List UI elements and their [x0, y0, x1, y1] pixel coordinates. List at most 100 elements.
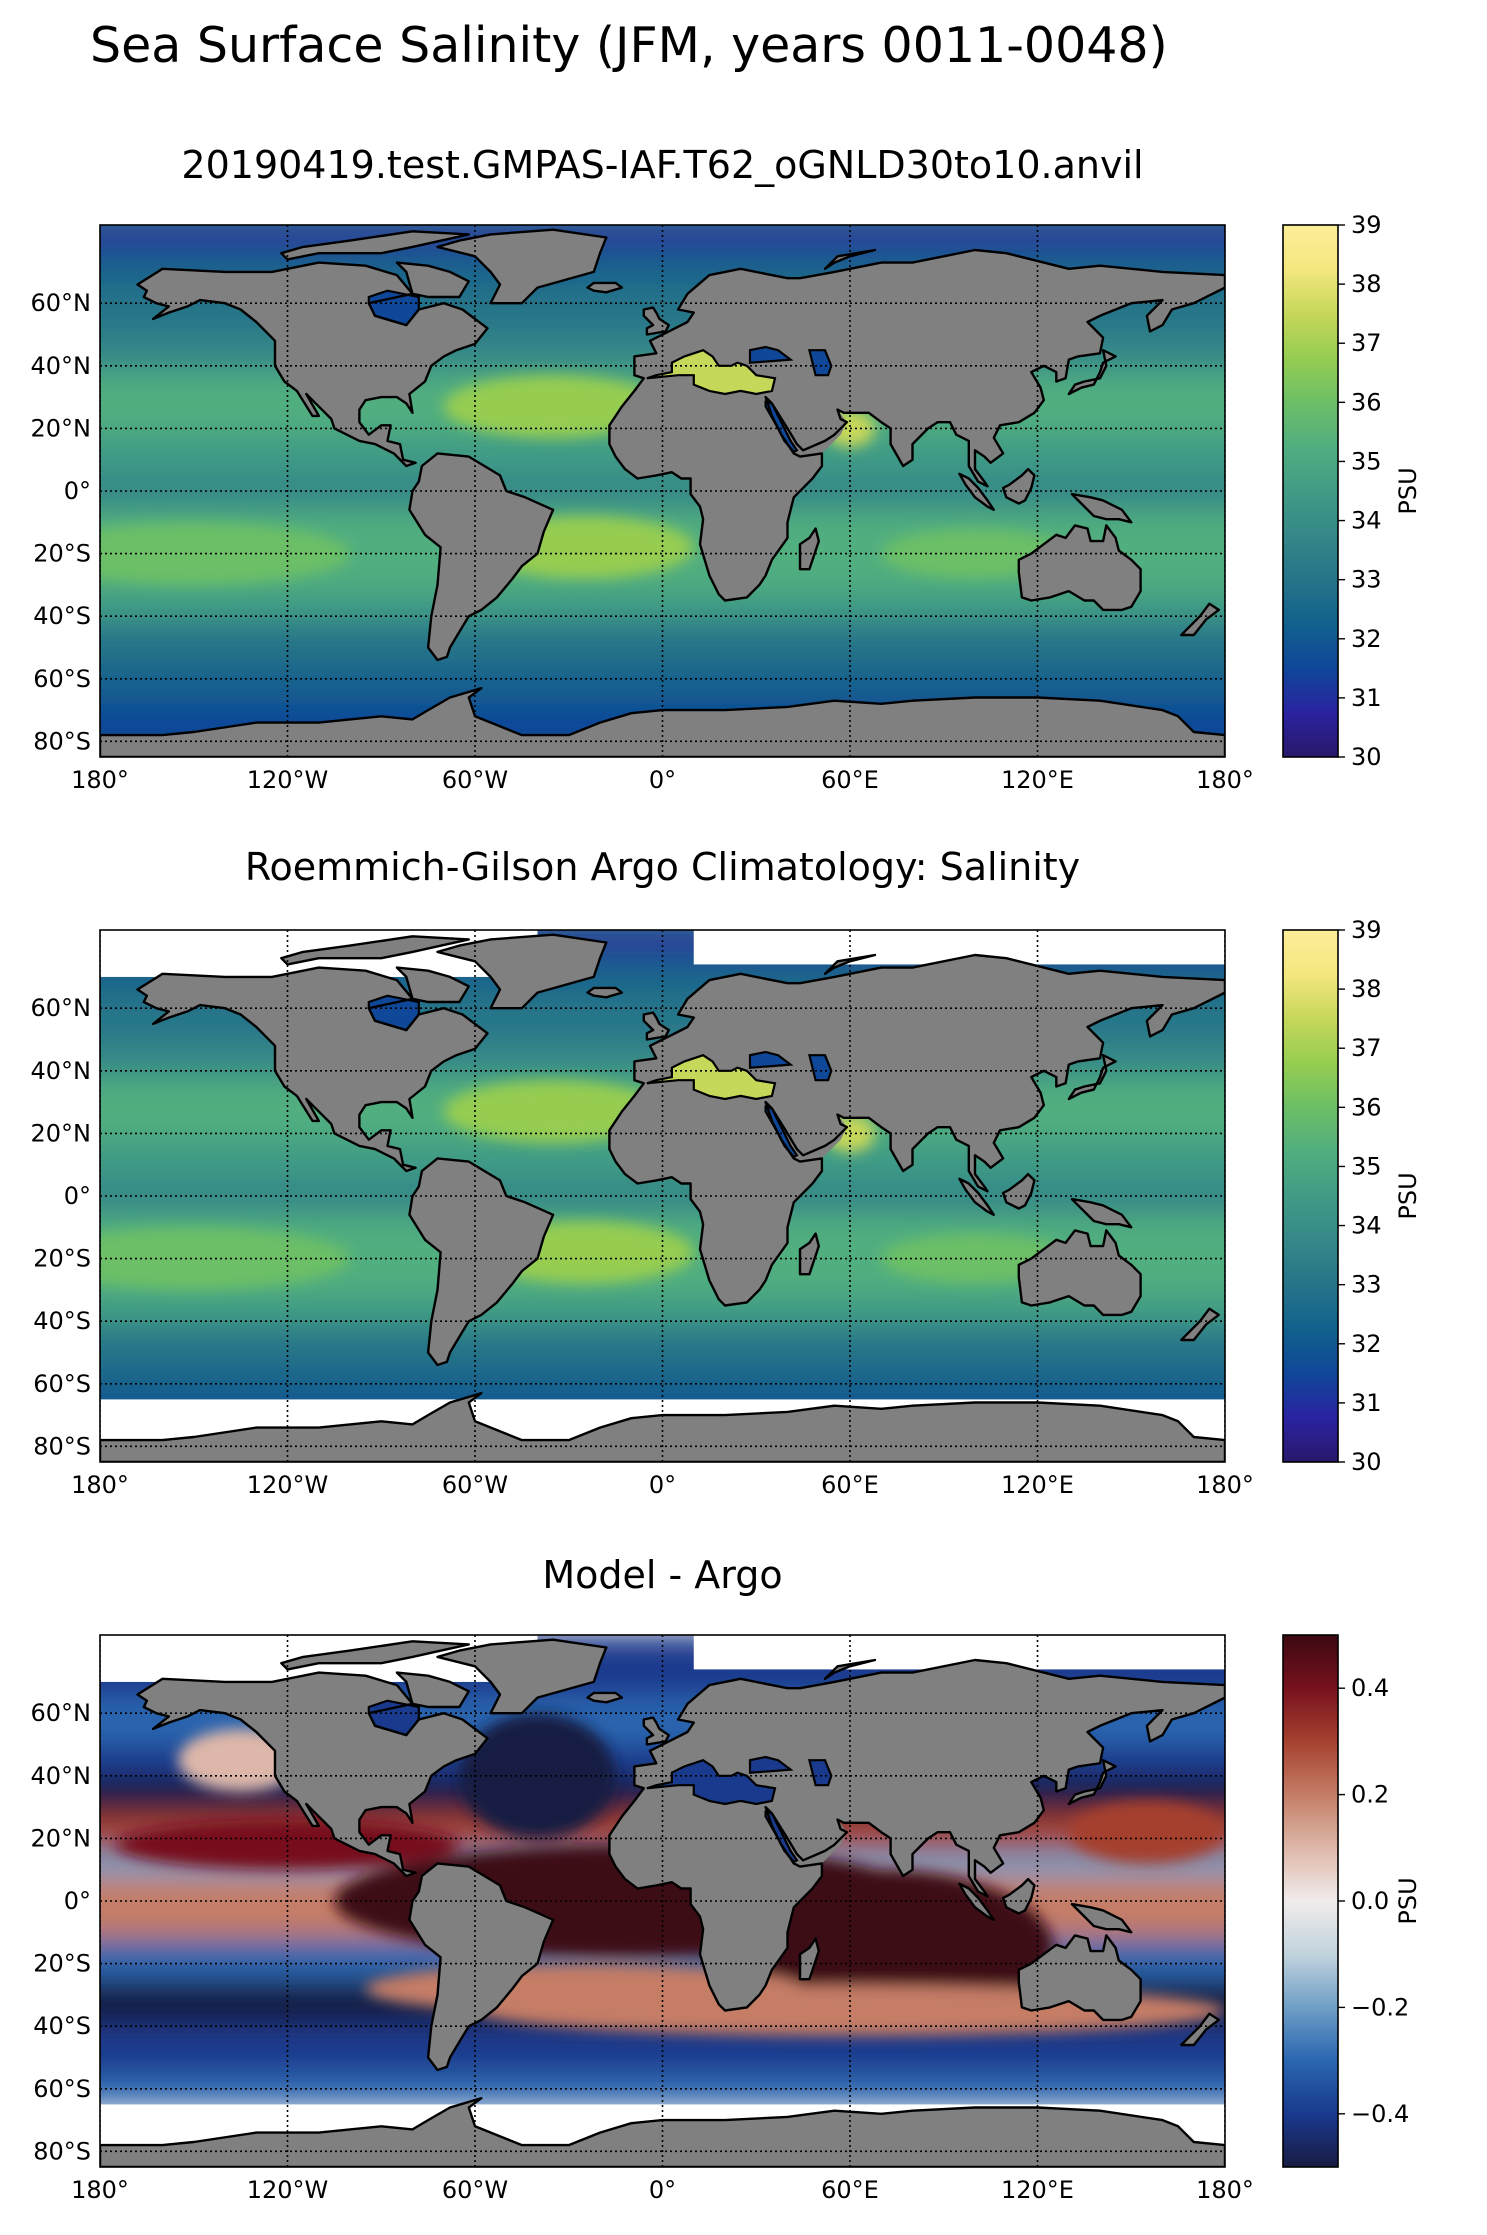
colorbar-label: PSU — [1394, 467, 1422, 514]
gridlines — [100, 930, 1225, 1462]
arctic-islands-coastline — [280, 1640, 470, 1671]
colorbar-tick-label: 31 — [1351, 684, 1382, 712]
sumatra — [959, 1178, 994, 1215]
colorbar: −0.4 −0.2 0.0 0.2 0.4 PSU — [1282, 1634, 1422, 2168]
colorbar-tick-label: 38 — [1351, 975, 1382, 1003]
y-tick-label: 60°N — [31, 289, 92, 317]
colorbar: 30 31 32 33 34 35 36 37 38 39 PSU — [1282, 211, 1422, 771]
baffin-island — [396, 967, 469, 1002]
great-britain-coastline — [642, 1011, 670, 1041]
colorbar-tick-label: 31 — [1351, 1389, 1382, 1417]
arctic-islands-coastline — [280, 230, 470, 261]
colorbar-tick-label: 32 — [1351, 625, 1382, 653]
x-tick-label: 0° — [649, 766, 676, 794]
north-america — [137, 967, 488, 1171]
japan-coastline — [1067, 1758, 1117, 1806]
black-sea-shape — [748, 1755, 794, 1774]
madagascar-coastline — [798, 1937, 820, 1981]
y-tick-label: 40°N — [31, 1762, 92, 1790]
colorbar-tick-label: −0.4 — [1351, 2100, 1409, 2128]
colorbar-tick-label: 0.0 — [1351, 1887, 1389, 1915]
y-tick-label: 60°S — [33, 665, 91, 693]
y-tick-label: 0° — [64, 1887, 91, 1915]
colorbar-tick-label: 33 — [1351, 1271, 1382, 1299]
south-america-coastline — [408, 452, 555, 662]
new-guinea-coastline — [1070, 1197, 1133, 1229]
x-tick-label: 120°W — [247, 2176, 329, 2204]
africa-eurasia — [609, 955, 1225, 1306]
x-tick-label: 60°E — [821, 766, 879, 794]
iceland-coastline — [586, 281, 624, 294]
colorbar-tick-label: 34 — [1351, 1212, 1382, 1240]
colorbar-tick-label: 35 — [1351, 1152, 1382, 1180]
y-tick-label: 40°N — [31, 1057, 92, 1085]
x-tick-label: 120°E — [1001, 1471, 1074, 1499]
x-tick-label: 60°E — [821, 1471, 879, 1499]
y-tick-label: 60°S — [33, 1370, 91, 1398]
land — [100, 934, 1225, 1462]
colorbar-tick-label: 35 — [1351, 447, 1382, 475]
antarctica — [100, 1393, 1225, 1462]
antarctica-coastline — [100, 2096, 1225, 2167]
madagascar — [800, 1233, 819, 1275]
africa-eurasia — [609, 1660, 1225, 2011]
y-tick-label: 60°S — [33, 2075, 91, 2103]
south-america-coastline — [408, 1157, 555, 1367]
caspian-sea-shape — [807, 1759, 833, 1787]
y-tick-label: 20°N — [31, 1824, 92, 1852]
x-tick-label: 180° — [1196, 1471, 1254, 1499]
x-tick-label: 120°W — [247, 766, 329, 794]
svalbard-novaya-coastline — [823, 953, 877, 975]
colorbar-tick-label: 39 — [1351, 211, 1382, 239]
gridlines — [100, 225, 1225, 757]
panel-3: Model - Argo 180° 120°W 60°W 0° 60°E 120°E 180°… — [31, 1553, 1423, 2204]
australia — [1018, 525, 1141, 610]
antarctica-coastline — [100, 687, 1225, 757]
africa-eurasia — [609, 250, 1225, 601]
y-tick-label: 40°S — [33, 1307, 91, 1335]
colorbar-tick-label: 0.2 — [1351, 1781, 1389, 1809]
south-america — [409, 1863, 554, 2070]
x-tick-label: 60°W — [442, 2176, 508, 2204]
colorbar-tick-label: 30 — [1351, 1448, 1382, 1476]
x-tick-label: 180° — [1196, 2176, 1254, 2204]
sumatra-coastline — [958, 1882, 995, 1922]
antarctica — [100, 688, 1225, 757]
africa-eurasia-coastline — [608, 953, 1225, 1307]
black-sea-shape — [748, 345, 794, 364]
svalbard-novaya-coastline — [823, 248, 877, 270]
axes-frame — [99, 224, 1226, 758]
colorbar-tick-label: 33 — [1351, 566, 1382, 594]
south-america-coastline — [408, 1862, 555, 2072]
new-zealand-coastline — [1180, 602, 1221, 637]
x-tick-label: 60°W — [442, 766, 508, 794]
new-guinea-coastline — [1070, 1902, 1133, 1934]
australia-coastline — [1017, 1229, 1142, 1317]
greenland-coastline — [436, 1638, 608, 1715]
iceland-coastline — [586, 1691, 624, 1704]
borneo-coastline — [1001, 467, 1036, 505]
colorbar-tick-label: 36 — [1351, 388, 1382, 416]
panel-title: Model - Argo — [542, 1553, 782, 1597]
colorbar: 30 31 32 33 34 35 36 37 38 39 PSU — [1282, 916, 1422, 1476]
y-tick-label: 0° — [64, 477, 91, 505]
colorbar-tick-label: 30 — [1351, 743, 1382, 771]
map-area — [100, 225, 1225, 757]
caspian-sea-shape — [807, 349, 833, 377]
map-area — [100, 930, 1225, 1462]
north-america — [137, 262, 488, 466]
figure-suptitle: Sea Surface Salinity (JFM, years 0011-00… — [90, 17, 1168, 74]
colorbar-tick-label: 39 — [1351, 916, 1382, 944]
y-tick-label: 60°N — [31, 1699, 92, 1727]
x-tick-label: 0° — [649, 1471, 676, 1499]
north-america-coastline — [136, 261, 489, 468]
x-tick-label: 180° — [71, 766, 129, 794]
great-britain-coastline — [642, 1716, 670, 1746]
y-tick-label: 20°S — [33, 1950, 91, 1978]
x-tick-label: 180° — [1196, 766, 1254, 794]
borneo-coastline — [1001, 1877, 1036, 1915]
y-tick-label: 80°S — [33, 2137, 91, 2165]
colorbar-tick-label: 37 — [1351, 1034, 1382, 1062]
greenland-coastline — [436, 228, 608, 305]
axes-frame — [99, 1634, 1226, 2168]
